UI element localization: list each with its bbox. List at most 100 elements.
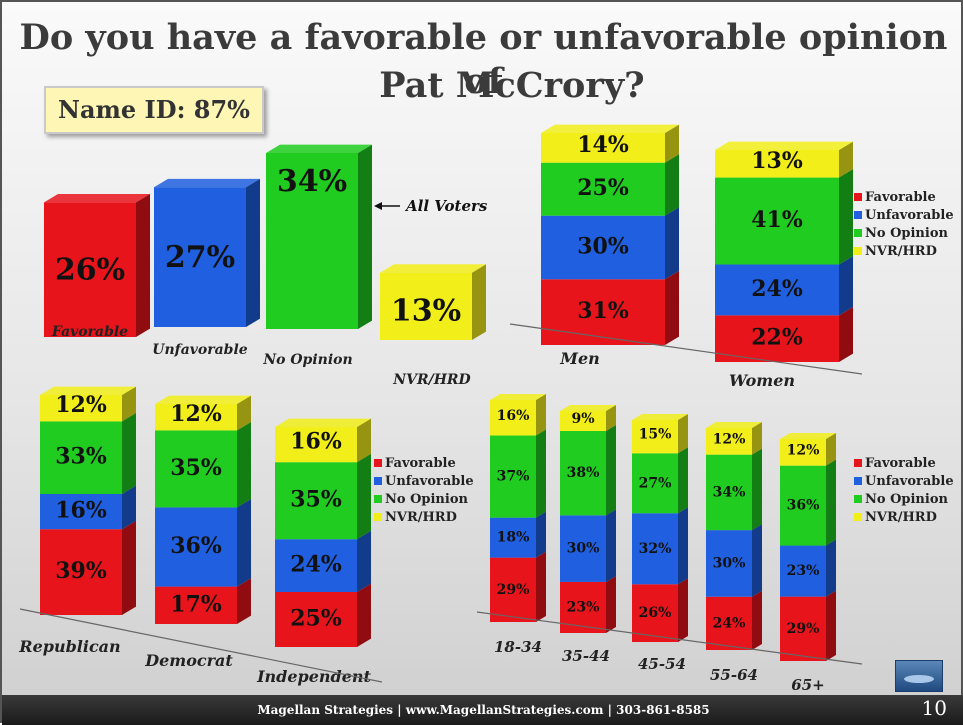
x-label-favorable: Favorable: [51, 324, 128, 340]
seg-55-64-nvr-hrd-front: [706, 428, 752, 455]
seg-label-18-34-nvr-hrd: 16%: [497, 408, 530, 424]
seg-18-34-favorable-side: [536, 551, 546, 622]
legend-swatch-favorable-age: [854, 459, 862, 467]
legend-swatch-no-opinion-gender: [854, 229, 862, 237]
bar-nvr-hrd-top: [380, 264, 486, 273]
bar-label-favorable: 26%: [55, 253, 125, 288]
legend-label-unfavorable-gender: Unfavorable: [865, 208, 954, 223]
legend-label-unfavorable-party: Unfavorable: [385, 474, 474, 489]
seg-label-18-34-no-opinion: 37%: [497, 469, 530, 485]
seg-label-women-favorable: 22%: [751, 325, 803, 351]
seg-65-favorable: [780, 590, 836, 661]
x-label-35-44: 35-44: [562, 647, 610, 665]
seg-independent-favorable-side: [357, 583, 371, 647]
seg-label-democrat-no-opinion: 35%: [170, 455, 222, 481]
seg-women-no-opinion-side: [839, 169, 853, 265]
seg-45-54-nvr-hrd-side: [678, 414, 688, 454]
seg-18-34-no-opinion-side: [536, 429, 546, 518]
seg-democrat-favorable-side: [237, 578, 251, 624]
seg-republican-no-opinion-side: [122, 413, 136, 494]
x-label-45-54: 45-54: [638, 655, 686, 673]
seg-republican-nvr-hrd-front: [40, 395, 122, 422]
seg-label-democrat-favorable: 17%: [170, 591, 222, 617]
x-label-independent: Independent: [256, 667, 371, 686]
page-number: 10: [921, 696, 947, 720]
seg-label-democrat-nvr-hrd: 12%: [170, 401, 222, 427]
seg-independent-nvr-hrd: [275, 418, 371, 463]
seg-democrat-nvr-hrd-top: [155, 395, 251, 404]
seg-label-65-unfavorable: 23%: [787, 563, 820, 579]
seg-18-34-nvr-hrd-side: [536, 394, 546, 436]
x-label-unfavorable: Unfavorable: [152, 342, 248, 358]
seg-18-34-favorable: [490, 551, 546, 622]
seg-45-54-no-opinion: [632, 447, 688, 514]
seg-republican-nvr-hrd-top: [40, 386, 136, 395]
seg-women-unfavorable-front: [715, 264, 839, 316]
legend-label-nvr-hrd-gender: NVR/HRD: [865, 244, 937, 259]
seg-men-unfavorable: [541, 207, 679, 280]
seg-65-favorable-side: [826, 590, 836, 661]
x-label-nvr-hrd: NVR/HRD: [392, 372, 471, 388]
seg-45-54-no-opinion-side: [678, 447, 688, 514]
seg-women-nvr-hrd-top: [715, 141, 853, 150]
seg-independent-unfavorable-side: [357, 530, 371, 592]
seg-label-independent-favorable: 25%: [290, 606, 342, 632]
seg-men-nvr-hrd-top: [541, 124, 679, 133]
seg-45-54-favorable-side: [678, 578, 688, 642]
seg-women-unfavorable: [715, 256, 853, 316]
legend-label-nvr-hrd-age: NVR/HRD: [865, 510, 937, 525]
seg-35-44-unfavorable: [560, 509, 616, 582]
seg-label-independent-nvr-hrd: 16%: [290, 429, 342, 455]
seg-55-64-nvr-hrd: [706, 422, 762, 455]
seg-label-55-64-no-opinion: 34%: [713, 484, 746, 500]
seg-label-35-44-unfavorable: 30%: [567, 541, 600, 557]
legend-label-no-opinion-age: No Opinion: [865, 492, 948, 507]
x-label-democrat: Democrat: [144, 651, 233, 670]
seg-republican-nvr-hrd: [40, 386, 136, 422]
seg-45-54-unfavorable-front: [632, 513, 678, 585]
seg-men-unfavorable-front: [541, 215, 665, 280]
seg-republican-favorable: [40, 520, 136, 615]
seg-label-35-44-nvr-hrd: 9%: [571, 411, 594, 427]
seg-55-64-unfavorable: [706, 524, 762, 597]
legend-label-unfavorable-age: Unfavorable: [865, 474, 954, 489]
seg-democrat-nvr-hrd: [155, 395, 251, 431]
seg-label-democrat-unfavorable: 36%: [170, 533, 222, 559]
seg-men-nvr-hrd-side: [665, 124, 679, 163]
seg-democrat-favorable-front: [155, 586, 237, 624]
seg-label-republican-unfavorable: 16%: [55, 498, 107, 524]
seg-35-44-no-opinion-front: [560, 430, 606, 516]
seg-55-64-favorable: [706, 590, 762, 650]
seg-independent-nvr-hrd-top: [275, 418, 371, 427]
x-label-65: 65+: [791, 676, 824, 694]
seg-independent-nvr-hrd-side: [357, 418, 371, 463]
seg-55-64-no-opinion: [706, 448, 762, 531]
annotation-arrow-head: [374, 202, 382, 210]
seg-35-44-nvr-hrd: [560, 405, 616, 431]
bar-favorable-side: [136, 194, 150, 337]
seg-55-64-nvr-hrd-side: [752, 422, 762, 455]
seg-democrat-unfavorable-side: [237, 499, 251, 587]
seg-democrat-no-opinion-side: [237, 422, 251, 508]
seg-18-34-nvr-hrd-front: [490, 400, 536, 436]
seg-independent-favorable: [275, 583, 371, 647]
seg-democrat-nvr-hrd-side: [237, 395, 251, 431]
bar-no-opinion-side: [358, 144, 372, 329]
seg-18-34-no-opinion-front: [490, 435, 536, 518]
seg-18-34-unfavorable-side: [536, 511, 546, 558]
seg-label-independent-no-opinion: 35%: [290, 487, 342, 513]
seg-35-44-no-opinion: [560, 424, 616, 516]
seg-55-64-no-opinion-side: [752, 448, 762, 531]
seg-democrat-nvr-hrd-front: [155, 404, 237, 431]
seg-independent-nvr-hrd-front: [275, 427, 357, 463]
x-label-republican: Republican: [18, 637, 120, 656]
seg-label-45-54-no-opinion: 27%: [639, 475, 672, 491]
bar-favorable-front: [44, 202, 136, 337]
x-label-women: Women: [729, 371, 795, 390]
seg-democrat-no-opinion-front: [155, 430, 237, 508]
seg-65-unfavorable-front: [780, 545, 826, 597]
seg-men-favorable-front: [541, 279, 665, 345]
seg-35-44-unfavorable-side: [606, 509, 616, 582]
seg-18-34-no-opinion: [490, 429, 546, 518]
seg-women-no-opinion-front: [715, 177, 839, 265]
